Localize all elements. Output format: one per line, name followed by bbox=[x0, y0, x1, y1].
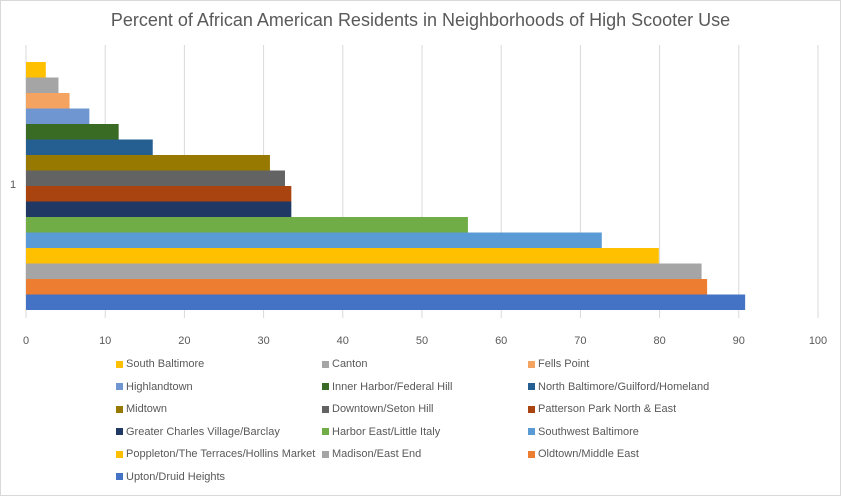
legend-item: Upton/Druid Heights bbox=[116, 470, 225, 484]
x-tick-label: 10 bbox=[99, 335, 111, 347]
legend-swatch bbox=[528, 428, 535, 435]
legend-swatch bbox=[322, 360, 329, 368]
bar bbox=[26, 155, 270, 171]
bar bbox=[26, 294, 746, 310]
legend-item: Southwest Baltimore bbox=[528, 425, 639, 439]
legend-label: North Baltimore/Guilford/Homeland bbox=[538, 380, 710, 393]
legend-item: Inner Harbor/Federal Hill bbox=[322, 380, 452, 394]
x-tick-label: 70 bbox=[574, 335, 586, 347]
legend-swatch bbox=[322, 428, 329, 435]
bar bbox=[26, 62, 46, 78]
legend-label: Fells Point bbox=[538, 358, 590, 370]
chart-title: Percent of African American Residents in… bbox=[110, 10, 731, 30]
legend-item: Oldtown/Middle East bbox=[528, 447, 639, 461]
bar bbox=[26, 232, 602, 248]
bar bbox=[26, 77, 59, 93]
bar bbox=[26, 201, 292, 217]
legend-item: Highlandtown bbox=[116, 380, 193, 394]
legend-swatch bbox=[528, 405, 535, 413]
legend-swatch bbox=[322, 383, 329, 390]
legend-swatch bbox=[116, 383, 123, 390]
legend-label: Upton/Druid Heights bbox=[126, 470, 226, 483]
legend-item: Poppleton/The Terraces/Hollins Market bbox=[116, 447, 315, 461]
legend-swatch bbox=[528, 450, 535, 458]
y-category-label: 1 bbox=[10, 179, 16, 191]
bar bbox=[26, 279, 708, 295]
x-tick-label: 80 bbox=[653, 335, 665, 347]
bar bbox=[26, 108, 90, 124]
legend-item: South Baltimore bbox=[116, 357, 204, 371]
legend-swatch bbox=[322, 450, 329, 458]
legend-swatch bbox=[116, 450, 123, 458]
x-tick-label: 40 bbox=[337, 335, 349, 347]
legend-label: Inner Harbor/Federal Hill bbox=[332, 380, 453, 393]
legend-item: Harbor East/Little Italy bbox=[322, 425, 440, 439]
legend-item: Patterson Park North & East bbox=[528, 402, 676, 416]
legend-swatch bbox=[116, 360, 123, 368]
legend-label: Greater Charles Village/Barclay bbox=[126, 425, 280, 438]
x-axis-ticks: 0 10 20 30 40 50 60 70 80 90 100 bbox=[23, 335, 827, 347]
x-tick-label: 90 bbox=[733, 335, 745, 347]
bar bbox=[26, 139, 153, 155]
bar bbox=[26, 124, 119, 140]
legend-label: Harbor East/Little Italy bbox=[332, 425, 441, 438]
legend-label: Canton bbox=[332, 358, 368, 370]
bar bbox=[26, 93, 70, 109]
bar bbox=[26, 170, 285, 186]
legend-label: Southwest Baltimore bbox=[538, 425, 639, 438]
legend-label: Midtown bbox=[126, 403, 167, 415]
legend-item: North Baltimore/Guilford/Homeland bbox=[528, 380, 709, 394]
legend-label: Oldtown/Middle East bbox=[538, 448, 639, 460]
legend-swatch bbox=[116, 428, 123, 435]
legend-label: Madison/East End bbox=[332, 448, 422, 460]
legend-swatch bbox=[528, 383, 535, 390]
legend-label: Poppleton/The Terraces/Hollins Market bbox=[126, 448, 316, 460]
x-tick-label: 20 bbox=[178, 335, 190, 347]
x-tick-label: 0 bbox=[23, 335, 29, 347]
bar bbox=[26, 186, 292, 202]
legend-label: Downtown/Seton Hill bbox=[332, 403, 434, 415]
legend-item: Downtown/Seton Hill bbox=[322, 402, 434, 416]
bar bbox=[26, 217, 468, 233]
bar bbox=[26, 263, 702, 279]
legend-label: Patterson Park North & East bbox=[538, 403, 677, 415]
legend-label: Highlandtown bbox=[126, 380, 193, 393]
legend-swatch bbox=[116, 405, 123, 413]
legend-swatch bbox=[528, 360, 535, 368]
legend-label: South Baltimore bbox=[126, 358, 205, 370]
legend-item: Madison/East End bbox=[322, 447, 421, 461]
legend-swatch bbox=[322, 405, 329, 413]
legend-swatch bbox=[116, 473, 123, 480]
x-tick-label: 50 bbox=[416, 335, 428, 347]
legend-item: Midtown bbox=[116, 402, 167, 416]
legend-item: Greater Charles Village/Barclay bbox=[116, 425, 280, 439]
legend-item: Canton bbox=[322, 357, 367, 371]
bars bbox=[26, 62, 746, 310]
bar bbox=[26, 248, 659, 264]
x-tick-label: 60 bbox=[495, 335, 507, 347]
x-tick-label: 30 bbox=[257, 335, 269, 347]
legend-item: Fells Point bbox=[528, 357, 589, 371]
x-tick-label: 100 bbox=[809, 335, 827, 347]
